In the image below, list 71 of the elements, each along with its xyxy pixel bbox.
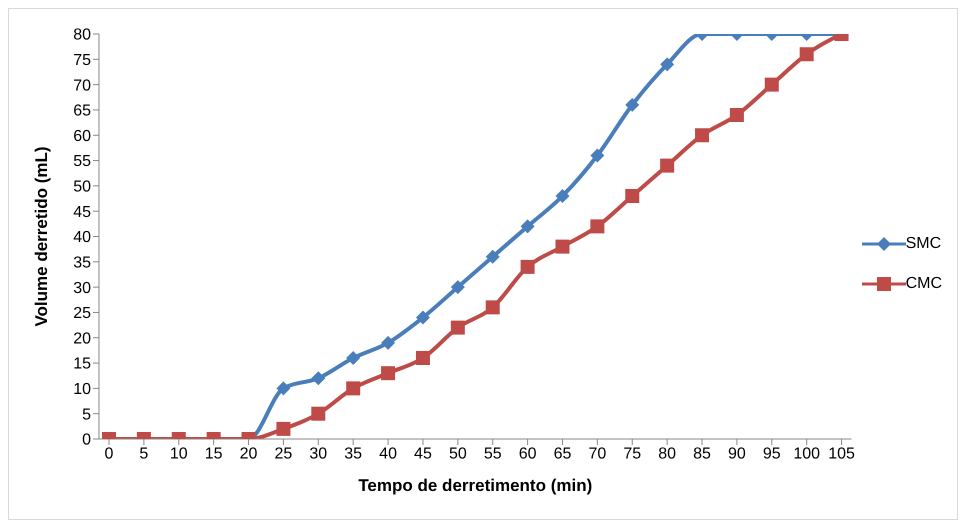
x-tick-label: 65 <box>554 445 572 462</box>
x-tick-label: 35 <box>344 445 362 462</box>
point <box>381 336 396 350</box>
point <box>660 158 674 173</box>
x-tick-label: 55 <box>484 445 502 462</box>
point <box>625 189 640 203</box>
y-tick-label: 5 <box>82 406 92 424</box>
point <box>276 381 290 396</box>
y-tick-label: 30 <box>73 280 92 297</box>
y-tick-label: 70 <box>73 77 92 94</box>
x-tick-label: 60 <box>518 445 537 462</box>
y-tick-label: 10 <box>73 381 92 398</box>
point <box>520 260 535 274</box>
point <box>311 371 326 386</box>
point <box>276 422 290 436</box>
point <box>520 219 535 234</box>
x-tick-label: 90 <box>728 445 746 462</box>
x-tick-label: 45 <box>414 445 432 462</box>
x-tick-label: 5 <box>139 445 148 462</box>
x-tick-label: 0 <box>104 445 114 462</box>
point <box>486 250 500 264</box>
point <box>311 406 326 421</box>
y-tick-label: 55 <box>73 153 92 170</box>
y-tick-label: 40 <box>73 229 92 246</box>
y-tick-label: 65 <box>73 102 92 120</box>
point <box>555 240 570 254</box>
point <box>381 366 396 380</box>
x-tick-label: 50 <box>448 445 467 462</box>
x-tick-label: 40 <box>379 445 398 462</box>
legend-label: CMC <box>906 275 942 293</box>
x-tick-label: 105 <box>828 445 856 462</box>
y-tick-label: 0 <box>82 432 92 449</box>
point <box>590 219 604 234</box>
point <box>590 148 604 162</box>
point <box>486 300 500 314</box>
point <box>346 351 360 365</box>
x-tick-label: 95 <box>762 445 781 462</box>
y-axis-title: Volume derretido (mL) <box>32 146 52 327</box>
y-tick-label: 20 <box>73 330 92 348</box>
y-tick-label: 80 <box>73 26 92 44</box>
point <box>660 57 674 72</box>
point <box>450 320 465 335</box>
x-tick-label: 70 <box>588 445 606 462</box>
y-tick-label: 15 <box>73 356 92 373</box>
y-tick-label: 35 <box>73 254 92 272</box>
y-tick-label: 50 <box>73 178 92 196</box>
point <box>764 78 779 92</box>
x-tick-label: 80 <box>658 445 676 462</box>
point <box>730 108 744 122</box>
point <box>450 280 465 294</box>
point <box>625 98 640 112</box>
y-tick-label: 60 <box>73 128 92 145</box>
y-tick-label: 75 <box>73 52 92 69</box>
point <box>346 381 360 396</box>
x-tick-label: 75 <box>623 445 642 462</box>
y-tick-label: 45 <box>73 204 92 221</box>
y-tick-label: 25 <box>73 305 92 322</box>
x-tick-label: 85 <box>693 445 712 462</box>
point <box>416 310 430 324</box>
x-tick-label: 100 <box>793 445 820 462</box>
x-tick-label: 25 <box>274 445 292 462</box>
point <box>695 128 710 142</box>
point <box>416 351 430 365</box>
x-axis-title: Tempo de derretimento (min) <box>358 476 592 495</box>
x-tick-label: 20 <box>240 445 258 462</box>
legend-label: SMC <box>906 235 942 253</box>
point <box>555 189 570 203</box>
x-tick-label: 15 <box>204 445 223 462</box>
x-tick-label: 10 <box>170 445 188 462</box>
x-tick-label: 30 <box>309 445 328 462</box>
point <box>800 47 814 62</box>
